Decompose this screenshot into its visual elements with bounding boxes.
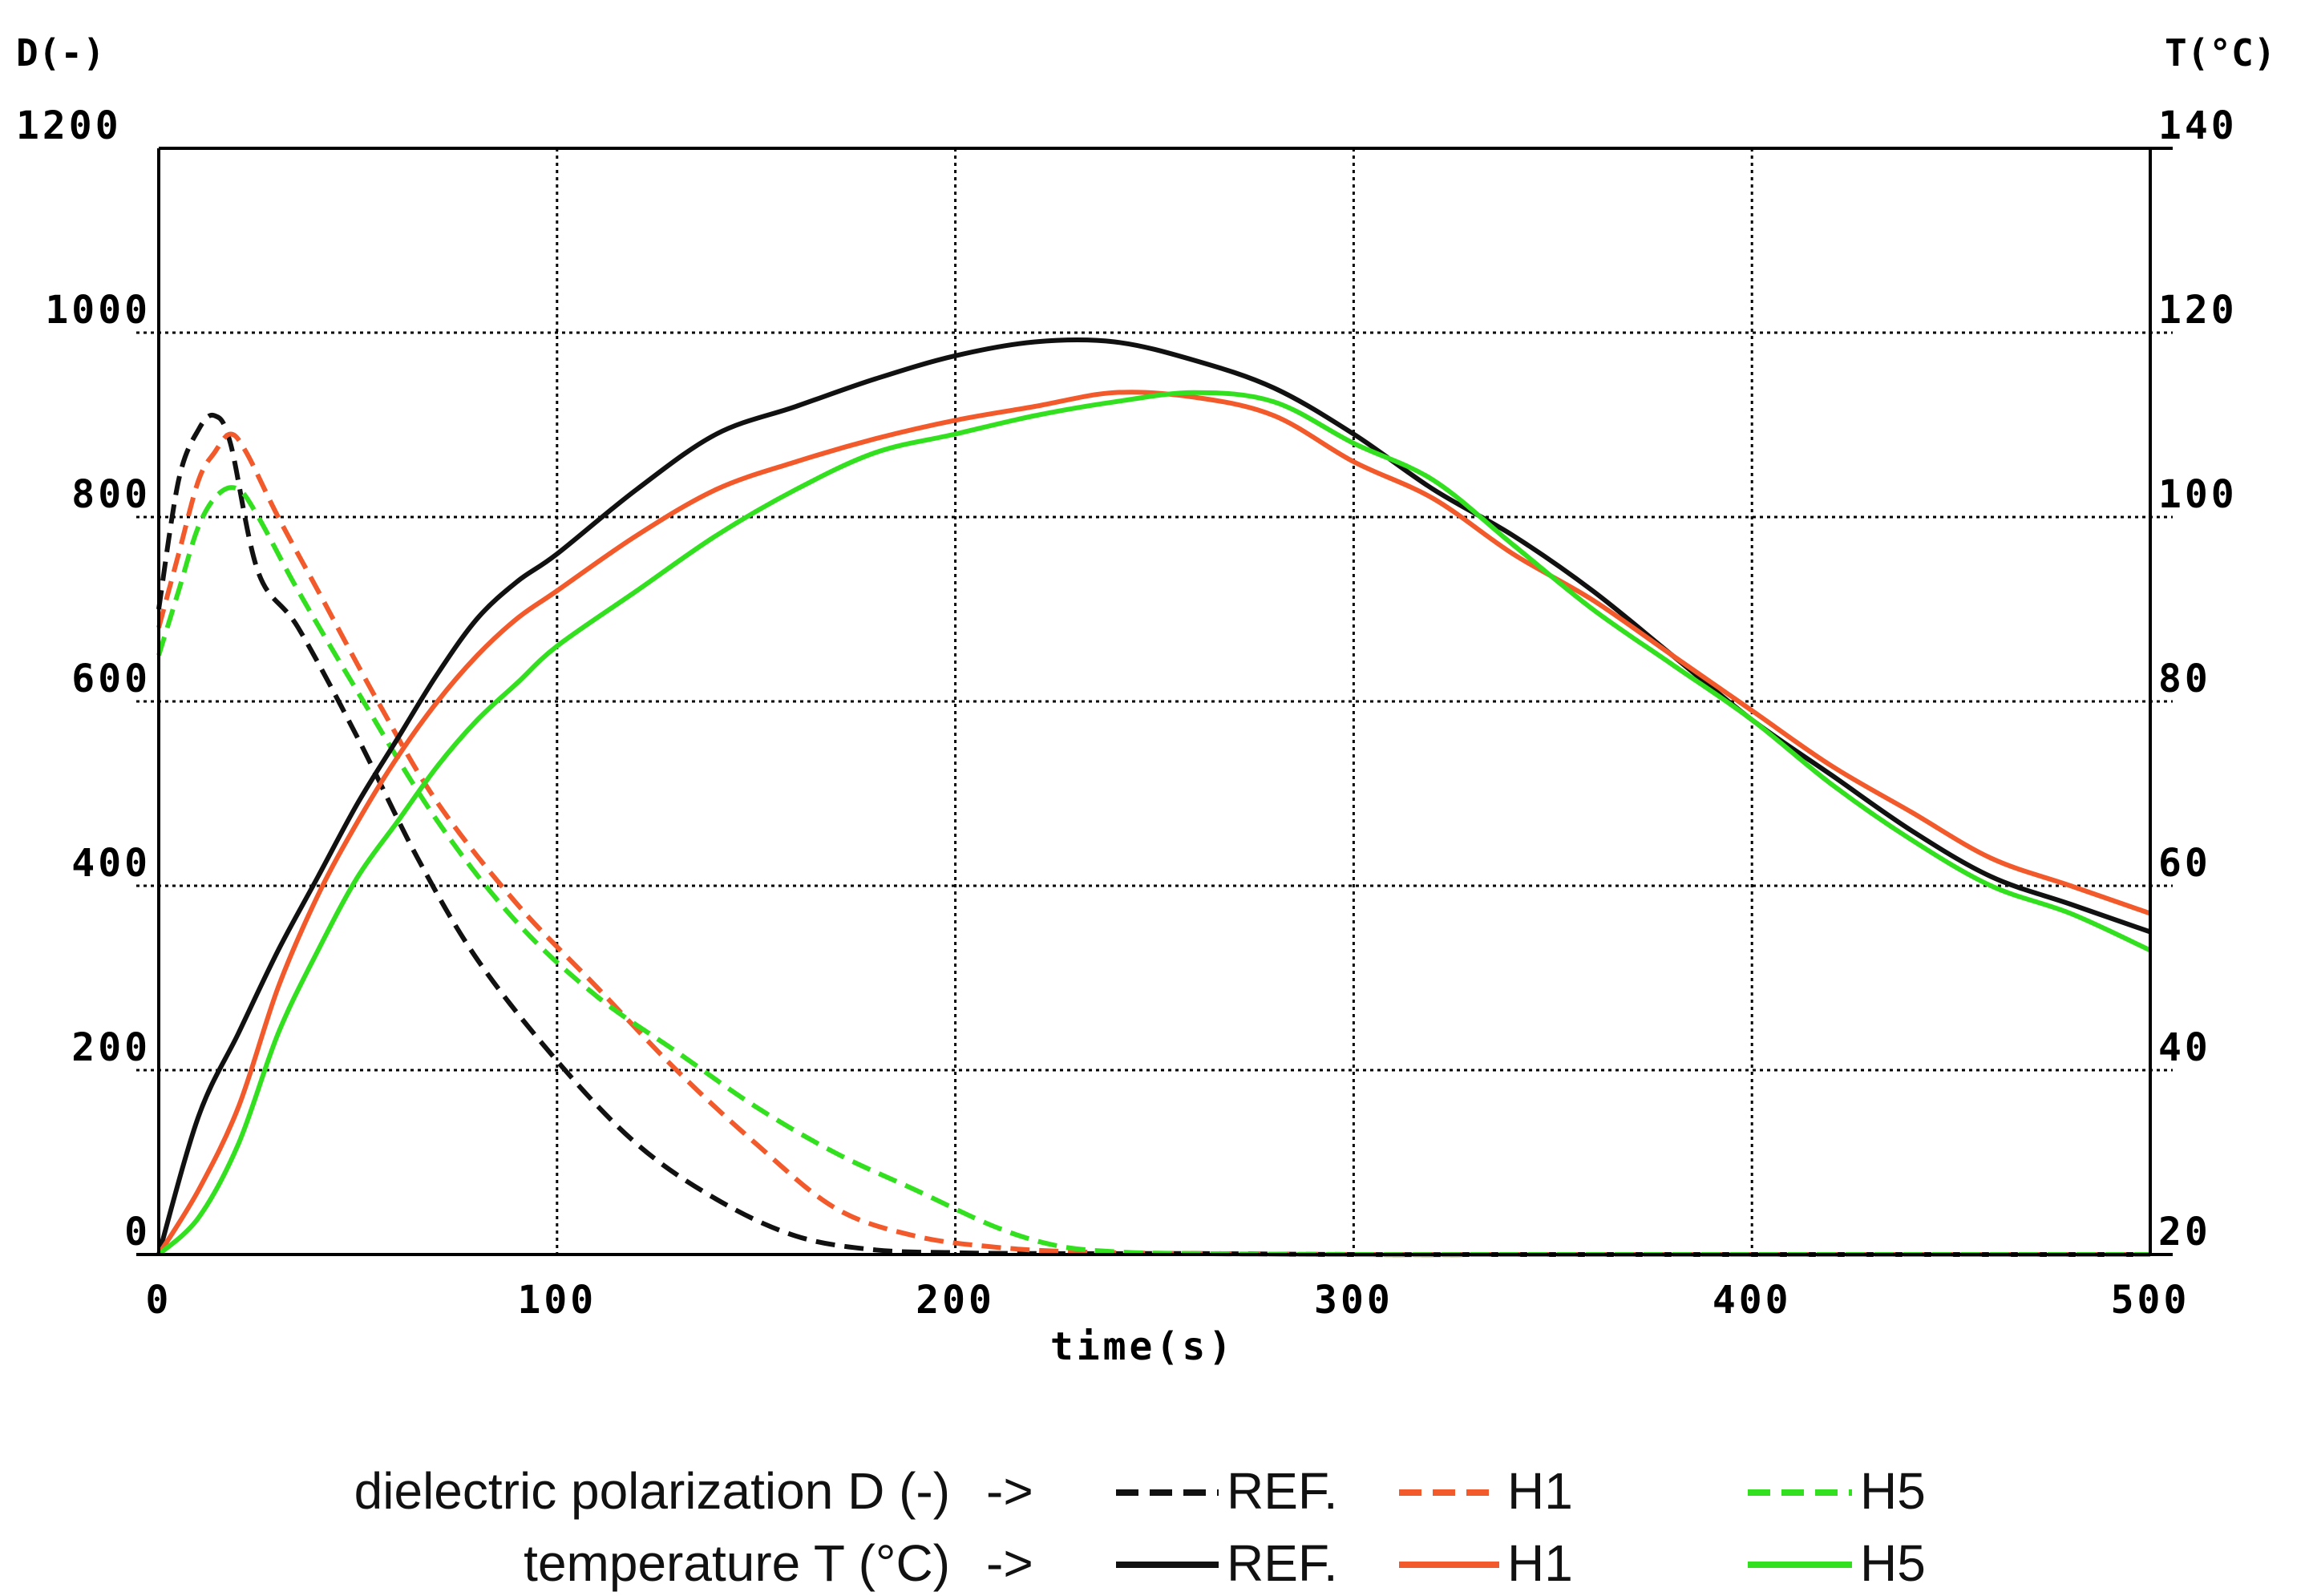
y-right-tick-label-140: 140: [2158, 103, 2238, 148]
y-right-tick-label-60: 60: [2158, 841, 2211, 886]
y-right-tick-label-120: 120: [2158, 288, 2238, 333]
x-tick-label-300: 300: [1314, 1278, 1393, 1323]
y-left-tick-label-1200: 1200: [16, 103, 122, 148]
legend-row-label-temperature: temperature T (°C): [524, 1534, 950, 1592]
series-layer: [156, 337, 2152, 1258]
series-t-h1-line: [156, 390, 2151, 1256]
y-left-tick-label-200: 200: [71, 1025, 151, 1070]
y-left-tick-label-400: 400: [71, 841, 151, 886]
legend-entry-ref-solid: REF.: [1227, 1534, 1338, 1592]
y-right-tick-label-80: 80: [2158, 657, 2211, 701]
legend-entry-h5-dashed: H5: [1860, 1462, 1926, 1520]
legend-row-label-dielectric: dielectric polarization D (-): [354, 1462, 950, 1520]
axes: [136, 147, 2173, 1256]
x-axis-label: time(s): [1050, 1324, 1235, 1369]
legend: dielectric polarization D (-) -> tempera…: [354, 1462, 1926, 1592]
y-right-axis-label: T(°C): [2165, 31, 2275, 75]
x-tick-label-500: 500: [2111, 1278, 2190, 1323]
grid-lines: [136, 148, 2173, 1255]
legend-row-arrow-temperature: ->: [986, 1534, 1033, 1592]
legend-entry-h5-solid: H5: [1860, 1534, 1926, 1592]
x-tick-label-0: 0: [146, 1278, 172, 1323]
legend-entry-h1-dashed: H1: [1507, 1462, 1573, 1520]
y-left-tick-label-600: 600: [71, 657, 151, 701]
y-left-tick-label-1000: 1000: [45, 288, 151, 333]
series-d-h5-line: [156, 485, 2150, 1258]
series-d-ref-line: [156, 412, 2150, 1258]
x-tick-label-400: 400: [1713, 1278, 1792, 1323]
y-left-axis-label: D(-): [16, 31, 105, 75]
legend-entry-ref-dashed: REF.: [1227, 1462, 1338, 1520]
y-right-tick-label-100: 100: [2158, 472, 2238, 517]
legend-entry-h1-solid: H1: [1507, 1534, 1573, 1592]
x-tick-label-100: 100: [517, 1278, 596, 1323]
y-right-tick-label-40: 40: [2158, 1025, 2211, 1070]
series-d-h1-line: [156, 431, 2150, 1258]
y-left-tick-label-800: 800: [71, 472, 151, 517]
tick-labels: 0 100 200 300 400 500 0 200 400 600 800 1000 1200 20 4…: [16, 103, 2238, 1323]
y-right-tick-label-20: 20: [2158, 1210, 2211, 1255]
series-t-h5-line: [156, 390, 2152, 1257]
y-left-tick-label-0: 0: [124, 1210, 151, 1255]
x-tick-label-200: 200: [916, 1278, 995, 1323]
legend-row-arrow-dielectric: ->: [986, 1462, 1033, 1520]
